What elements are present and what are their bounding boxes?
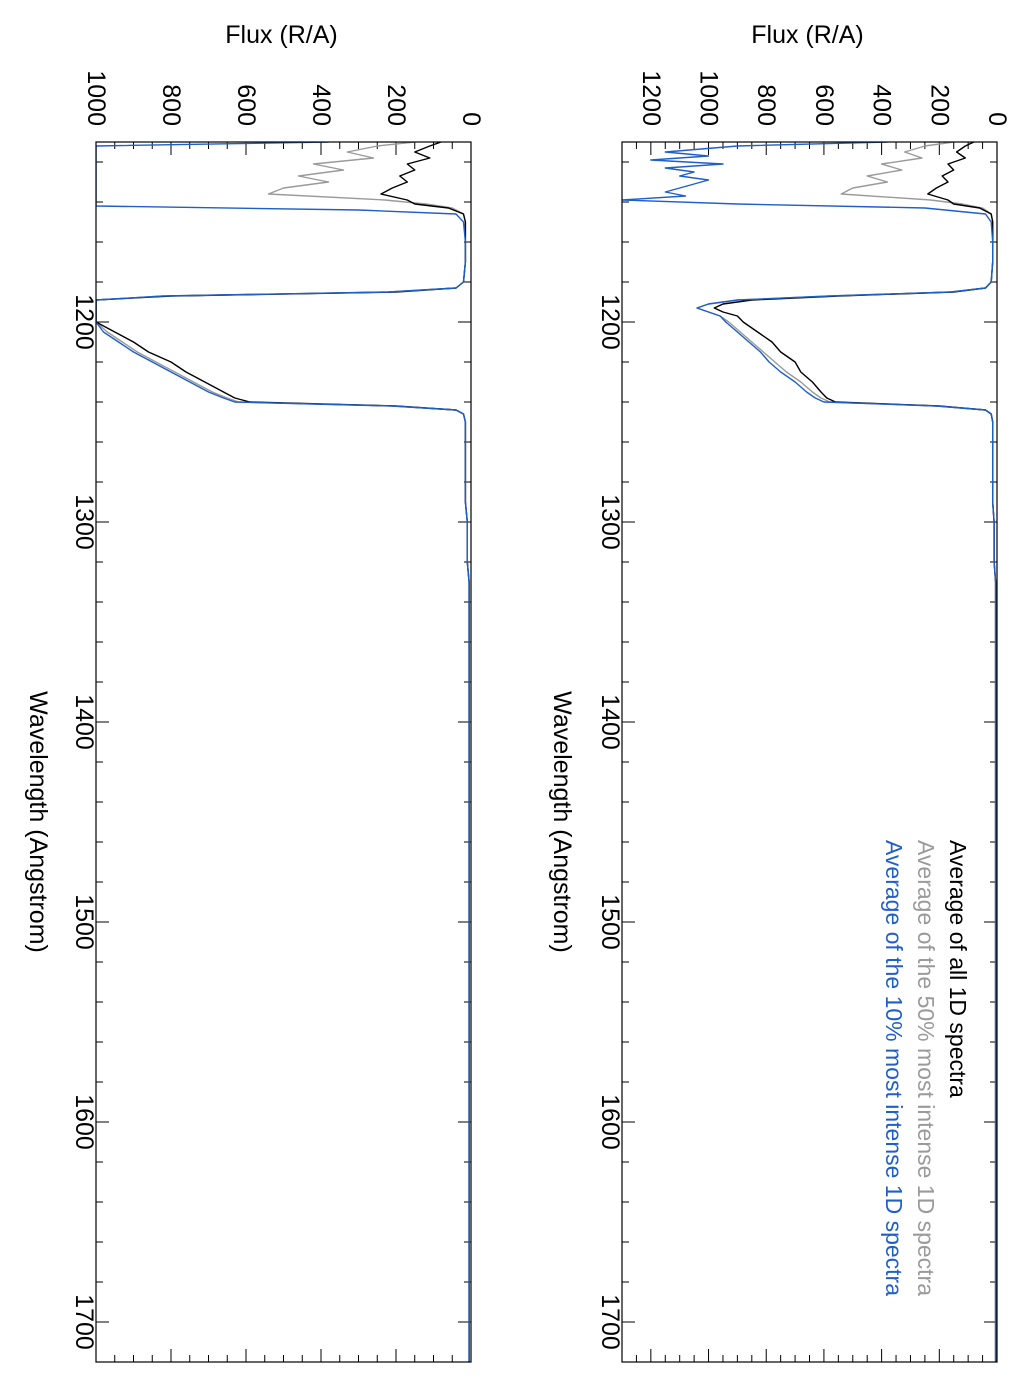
y-axis-title: Flux (R/A) bbox=[751, 21, 864, 49]
y-tick-label: 1000 bbox=[82, 70, 110, 126]
x-tick-label: 1300 bbox=[70, 494, 98, 550]
legend-entry-top50: Average of the 50% most intense 1D spect… bbox=[913, 840, 939, 1296]
y-tick-label: 400 bbox=[307, 84, 335, 126]
plot-frame bbox=[95, 141, 472, 1363]
y-tick-label: 800 bbox=[157, 84, 185, 126]
x-tick-label: 1500 bbox=[70, 894, 98, 950]
x-tick-label: 1500 bbox=[596, 894, 624, 950]
series-line-top50 bbox=[96, 142, 470, 1362]
series-line-top10 bbox=[96, 142, 470, 1362]
x-axis-title: Wavelength (Angstrom) bbox=[24, 691, 52, 953]
y-tick-label: 200 bbox=[382, 84, 410, 126]
series-line-top10 bbox=[622, 142, 997, 1362]
y-tick-label: 1000 bbox=[695, 70, 723, 126]
y-tick-label: 600 bbox=[232, 84, 260, 126]
plot-frame bbox=[621, 141, 998, 1363]
x-tick-label: 1300 bbox=[596, 494, 624, 550]
x-tick-label: 1700 bbox=[596, 1294, 624, 1350]
x-tick-label: 1200 bbox=[70, 294, 98, 350]
x-tick-label: 1600 bbox=[70, 1094, 98, 1150]
y-tick-label: 600 bbox=[810, 84, 838, 126]
x-tick-label: 1700 bbox=[70, 1294, 98, 1350]
y-tick-label: 1200 bbox=[637, 70, 665, 126]
y-tick-label: 800 bbox=[752, 84, 780, 126]
series-line-all bbox=[96, 142, 470, 1362]
legend-entry-all: Average of all 1D spectra bbox=[945, 840, 971, 1098]
x-tick-label: 1600 bbox=[596, 1094, 624, 1150]
series-line-top50 bbox=[696, 142, 997, 1362]
x-tick-label: 1400 bbox=[70, 694, 98, 750]
y-tick-label: 400 bbox=[868, 84, 896, 126]
bottom-panel-chart: 1200 1300 1400 1500 1600 1700 0 200 400 600 800 100… bbox=[24, 21, 485, 1363]
y-axis-title: Flux (R/A) bbox=[225, 21, 338, 49]
x-axis-title: Wavelength (Angstrom) bbox=[548, 691, 576, 953]
top-panel-chart: 1200 1300 1400 1500 1600 1700 0 200 400 600 800 100… bbox=[548, 21, 1011, 1363]
x-tick-label: 1400 bbox=[596, 694, 624, 750]
legend-entry-top10: Average of the 10% most intense 1D spect… bbox=[881, 840, 907, 1296]
y-tick-label: 200 bbox=[925, 84, 953, 126]
x-tick-label: 1200 bbox=[596, 294, 624, 350]
y-tick-label: 0 bbox=[457, 112, 485, 126]
y-tick-label: 0 bbox=[983, 112, 1011, 126]
series-line-all bbox=[713, 142, 997, 1362]
